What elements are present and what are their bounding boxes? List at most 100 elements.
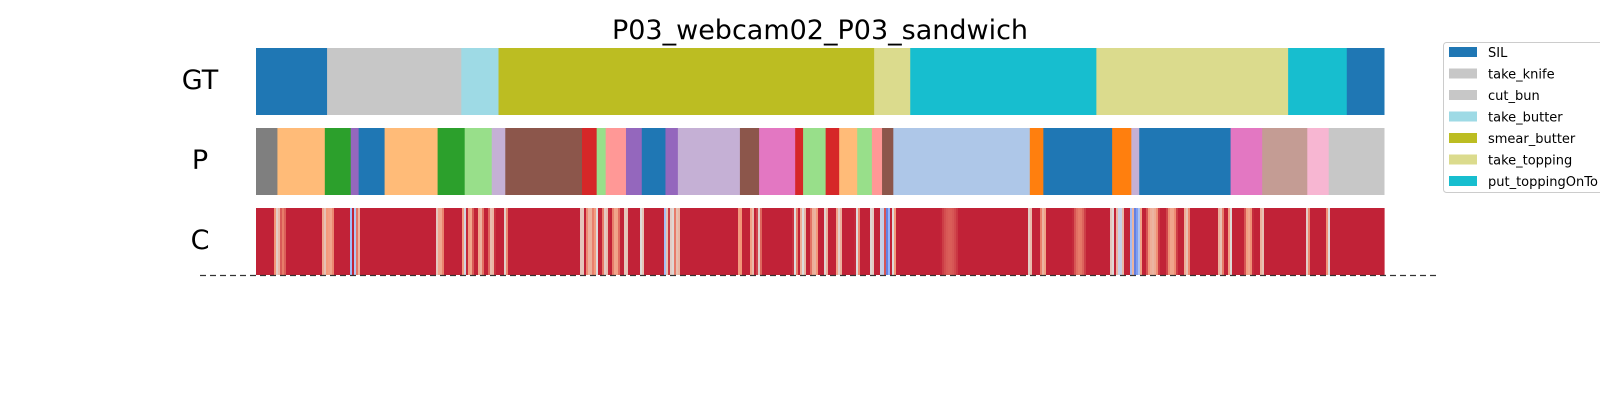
confidence-cell-27 (310, 208, 313, 275)
confidence-cell-324 (904, 208, 907, 275)
confidence-cell-6 (268, 208, 271, 275)
confidence-cell-563 (1382, 208, 1385, 275)
gt-segment-8 (1346, 48, 1385, 115)
confidence-cell-421 (1098, 208, 1101, 275)
confidence-cell-8 (272, 208, 275, 275)
gt-segment-4 (874, 48, 911, 115)
confidence-cell-488 (1232, 208, 1235, 275)
confidence-cell-289 (834, 208, 837, 275)
confidence-cell-16 (288, 208, 291, 275)
confidence-cell-25 (306, 208, 309, 275)
confidence-cell-67 (390, 208, 393, 275)
confidence-cell-7 (270, 208, 273, 275)
confidence-cell-174 (604, 208, 607, 275)
legend-label-5: take_topping (1488, 154, 1572, 169)
pred-segment-24 (871, 128, 883, 195)
confidence-cell-538 (1332, 208, 1335, 275)
confidence-cell-425 (1106, 208, 1109, 275)
confidence-cell-1 (258, 208, 261, 275)
confidence-cell-496 (1248, 208, 1251, 275)
confidence-cell-23 (302, 208, 305, 275)
confidence-cell-440 (1136, 208, 1139, 275)
confidence-cell-340 (936, 208, 939, 275)
confidence-cell-375 (1006, 208, 1009, 275)
confidence-cell-483 (1222, 208, 1225, 275)
confidence-cell-19 (294, 208, 297, 275)
confidence-cell-541 (1338, 208, 1341, 275)
confidence-cell-161 (578, 208, 581, 275)
confidence-cell-45 (346, 208, 349, 275)
gt-segment-7 (1288, 48, 1348, 115)
confidence-cell-559 (1374, 208, 1377, 275)
confidence-cell-296 (848, 208, 851, 275)
confidence-cell-502 (1260, 208, 1263, 275)
confidence-cell-290 (836, 208, 839, 275)
confidence-cell-526 (1308, 208, 1311, 275)
confidence-cell-358 (972, 208, 975, 275)
confidence-cell-41 (338, 208, 341, 275)
pred-segment-20 (803, 128, 827, 195)
pred-segment-16 (677, 128, 741, 195)
confidence-cell-556 (1368, 208, 1371, 275)
confidence-cell-352 (960, 208, 963, 275)
pred-segment-9 (505, 128, 583, 195)
confidence-cell-54 (364, 208, 367, 275)
confidence-cell-209 (674, 208, 677, 275)
confidence-cell-130 (516, 208, 519, 275)
pred-segment-10 (581, 128, 598, 195)
confidence-cell-435 (1126, 208, 1129, 275)
confidence-cell-71 (398, 208, 401, 275)
confidence-cell-201 (658, 208, 661, 275)
confidence-cell-512 (1280, 208, 1283, 275)
confidence-cell-42 (340, 208, 343, 275)
confidence-cell-456 (1168, 208, 1171, 275)
confidence-cell-268 (792, 208, 795, 275)
confidence-cell-332 (920, 208, 923, 275)
confidence-cell-106 (468, 208, 471, 275)
confidence-cell-259 (774, 208, 777, 275)
confidence-cell-70 (396, 208, 399, 275)
confidence-cell-507 (1270, 208, 1273, 275)
confidence-cell-327 (910, 208, 913, 275)
confidence-cell-487 (1230, 208, 1233, 275)
confidence-cell-372 (1000, 208, 1003, 275)
confidence-cell-484 (1224, 208, 1227, 275)
legend-frame (1443, 42, 1600, 193)
legend-swatch-5 (1449, 154, 1477, 165)
confidence-cell-127 (510, 208, 513, 275)
confidence-cell-135 (526, 208, 529, 275)
confidence-cell-515 (1286, 208, 1289, 275)
confidence-cell-262 (780, 208, 783, 275)
confidence-cell-436 (1128, 208, 1131, 275)
confidence-cell-185 (626, 208, 629, 275)
confidence-cell-554 (1364, 208, 1367, 275)
pred-segment-0 (256, 128, 278, 195)
legend-label-4: smear_butter (1488, 132, 1576, 147)
confidence-cell-545 (1346, 208, 1349, 275)
confidence-cell-443 (1142, 208, 1145, 275)
confidence-cell-180 (616, 208, 619, 275)
confidence-cell-514 (1284, 208, 1287, 275)
confidence-cell-13 (282, 208, 285, 275)
confidence-cell-419 (1094, 208, 1097, 275)
confidence-cell-111 (478, 208, 481, 275)
confidence-cell-125 (506, 208, 509, 275)
confidence-cell-392 (1040, 208, 1043, 275)
confidence-cell-318 (892, 208, 895, 275)
pred-segment-8 (491, 128, 506, 195)
confidence-cell-350 (956, 208, 959, 275)
confidence-cell-207 (670, 208, 673, 275)
legend-swatch-1 (1449, 68, 1477, 79)
confidence-cell-141 (538, 208, 541, 275)
confidence-cell-380 (1016, 208, 1019, 275)
confidence-cell-550 (1356, 208, 1359, 275)
confidence-cell-520 (1296, 208, 1299, 275)
confidence-cell-503 (1262, 208, 1265, 275)
confidence-cell-366 (988, 208, 991, 275)
confidence-cell-255 (766, 208, 769, 275)
confidence-cell-103 (462, 208, 465, 275)
confidence-cell-133 (522, 208, 525, 275)
confidence-cell-24 (304, 208, 307, 275)
confidence-cell-176 (608, 208, 611, 275)
confidence-cell-500 (1256, 208, 1259, 275)
